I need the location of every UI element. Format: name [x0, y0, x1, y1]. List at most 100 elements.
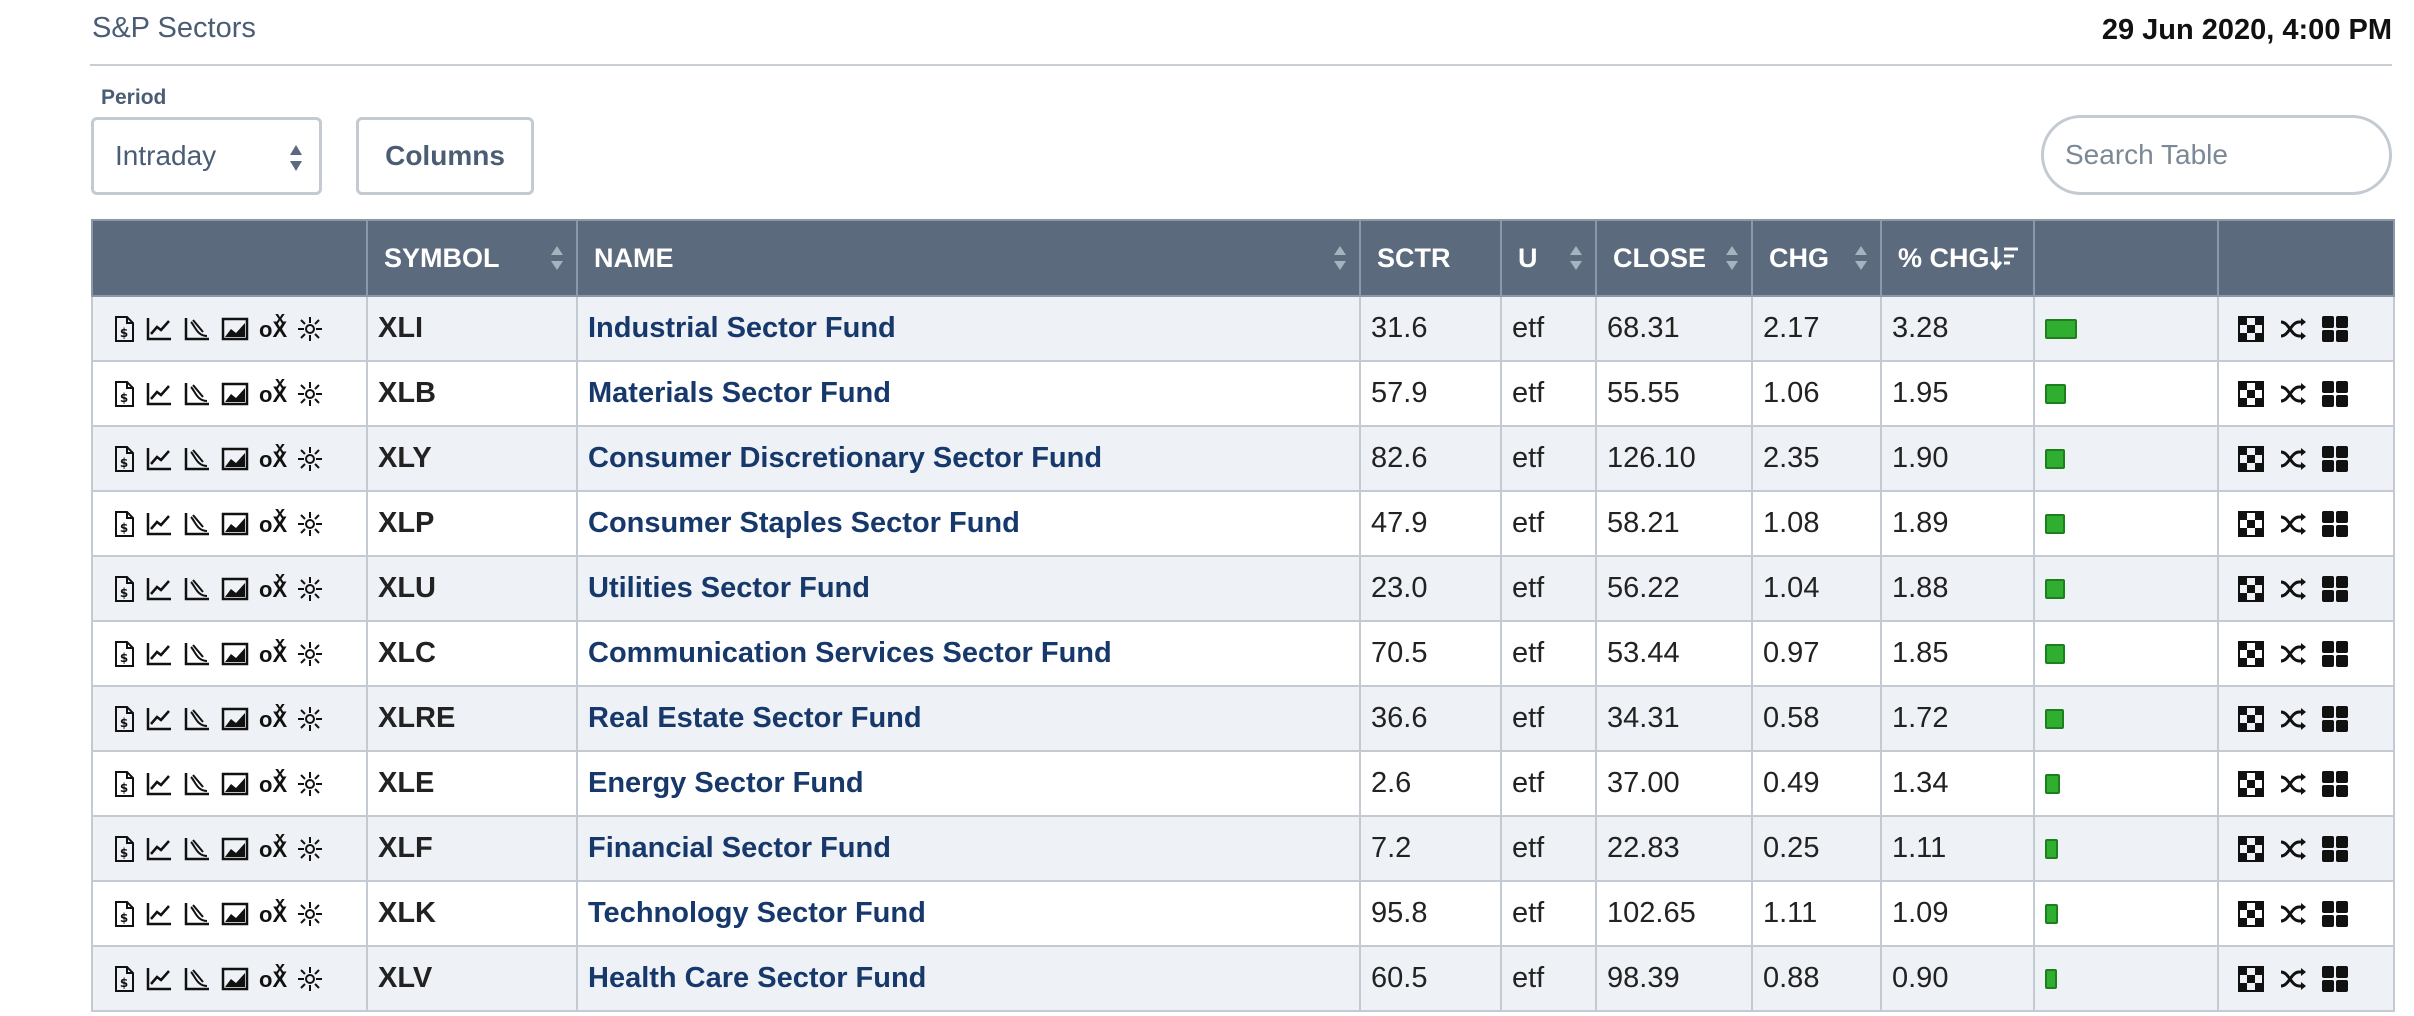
- seasonality-icon[interactable]: [297, 966, 323, 992]
- dollar-document-icon[interactable]: $: [113, 835, 135, 863]
- table-row[interactable]: $ oX x XLI Industrial Sector Fund 31.6 etf 68.3…: [91, 295, 2395, 362]
- line-chart-icon[interactable]: [145, 966, 173, 992]
- dollar-document-icon[interactable]: $: [113, 965, 135, 993]
- dollar-document-icon[interactable]: $: [113, 445, 135, 473]
- point-and-figure-icon[interactable]: oX x: [259, 503, 288, 537]
- candlestick-chart-icon[interactable]: [183, 576, 211, 602]
- grid-icon[interactable]: [2321, 510, 2349, 538]
- line-chart-icon[interactable]: [145, 771, 173, 797]
- line-chart-icon[interactable]: [145, 511, 173, 537]
- checkered-chart-icon[interactable]: [2237, 900, 2265, 928]
- candlestick-chart-icon[interactable]: [183, 966, 211, 992]
- columns-button[interactable]: Columns: [356, 117, 534, 195]
- grid-icon[interactable]: [2321, 900, 2349, 928]
- checkered-chart-icon[interactable]: [2237, 640, 2265, 668]
- table-row[interactable]: $ oX x XLRE Real Estate Sector Fund 36.6 etf 34…: [91, 685, 2395, 752]
- shuffle-icon[interactable]: [2279, 900, 2307, 928]
- point-and-figure-icon[interactable]: oX x: [259, 893, 288, 927]
- fund-name-link[interactable]: Consumer Discretionary Sector Fund: [588, 442, 1103, 474]
- checkered-chart-icon[interactable]: [2237, 770, 2265, 798]
- point-and-figure-icon[interactable]: oX x: [259, 373, 288, 407]
- shuffle-icon[interactable]: [2279, 965, 2307, 993]
- fund-name-link[interactable]: Health Care Sector Fund: [588, 962, 927, 994]
- header-chg[interactable]: CHG: [1751, 219, 1882, 297]
- candlestick-chart-icon[interactable]: [183, 381, 211, 407]
- candlestick-chart-icon[interactable]: [183, 316, 211, 342]
- fund-name-link[interactable]: Financial Sector Fund: [588, 832, 891, 864]
- dollar-document-icon[interactable]: $: [113, 705, 135, 733]
- area-chart-icon[interactable]: [221, 511, 249, 537]
- table-row[interactable]: $ oX x XLE Energy Sector Fund 2.6 etf 37.00 0.49…: [91, 750, 2395, 817]
- dollar-document-icon[interactable]: $: [113, 770, 135, 798]
- seasonality-icon[interactable]: [297, 446, 323, 472]
- candlestick-chart-icon[interactable]: [183, 771, 211, 797]
- seasonality-icon[interactable]: [297, 771, 323, 797]
- grid-icon[interactable]: [2321, 445, 2349, 473]
- area-chart-icon[interactable]: [221, 641, 249, 667]
- header-sctr[interactable]: SCTR: [1359, 219, 1502, 297]
- line-chart-icon[interactable]: [145, 446, 173, 472]
- table-row[interactable]: $ oX x XLY Consumer Discretionary Sector Fun…: [91, 425, 2395, 492]
- candlestick-chart-icon[interactable]: [183, 446, 211, 472]
- shuffle-icon[interactable]: [2279, 705, 2307, 733]
- dollar-document-icon[interactable]: $: [113, 315, 135, 343]
- area-chart-icon[interactable]: [221, 966, 249, 992]
- point-and-figure-icon[interactable]: oX x: [259, 828, 288, 862]
- grid-icon[interactable]: [2321, 835, 2349, 863]
- point-and-figure-icon[interactable]: oX x: [259, 763, 288, 797]
- area-chart-icon[interactable]: [221, 446, 249, 472]
- grid-icon[interactable]: [2321, 575, 2349, 603]
- grid-icon[interactable]: [2321, 705, 2349, 733]
- line-chart-icon[interactable]: [145, 641, 173, 667]
- fund-name-link[interactable]: Materials Sector Fund: [588, 377, 891, 409]
- seasonality-icon[interactable]: [297, 511, 323, 537]
- fund-name-link[interactable]: Consumer Staples Sector Fund: [588, 507, 1020, 539]
- seasonality-icon[interactable]: [297, 641, 323, 667]
- point-and-figure-icon[interactable]: oX x: [259, 698, 288, 732]
- checkered-chart-icon[interactable]: [2237, 965, 2265, 993]
- area-chart-icon[interactable]: [221, 706, 249, 732]
- seasonality-icon[interactable]: [297, 706, 323, 732]
- area-chart-icon[interactable]: [221, 901, 249, 927]
- checkered-chart-icon[interactable]: [2237, 445, 2265, 473]
- fund-name-link[interactable]: Energy Sector Fund: [588, 767, 864, 799]
- line-chart-icon[interactable]: [145, 901, 173, 927]
- candlestick-chart-icon[interactable]: [183, 836, 211, 862]
- table-row[interactable]: $ oX x XLF Financial Sector Fund 7.2 etf 22.83 0…: [91, 815, 2395, 882]
- line-chart-icon[interactable]: [145, 836, 173, 862]
- area-chart-icon[interactable]: [221, 316, 249, 342]
- dollar-document-icon[interactable]: $: [113, 575, 135, 603]
- point-and-figure-icon[interactable]: oX x: [259, 438, 288, 472]
- dollar-document-icon[interactable]: $: [113, 380, 135, 408]
- dollar-document-icon[interactable]: $: [113, 640, 135, 668]
- point-and-figure-icon[interactable]: oX x: [259, 308, 288, 342]
- header-u[interactable]: U: [1500, 219, 1597, 297]
- dollar-document-icon[interactable]: $: [113, 900, 135, 928]
- area-chart-icon[interactable]: [221, 771, 249, 797]
- table-row[interactable]: $ oX x XLU Utilities Sector Fund 23.0 etf 56.22…: [91, 555, 2395, 622]
- checkered-chart-icon[interactable]: [2237, 380, 2265, 408]
- candlestick-chart-icon[interactable]: [183, 706, 211, 732]
- grid-icon[interactable]: [2321, 965, 2349, 993]
- checkered-chart-icon[interactable]: [2237, 575, 2265, 603]
- fund-name-link[interactable]: Real Estate Sector Fund: [588, 702, 922, 734]
- line-chart-icon[interactable]: [145, 381, 173, 407]
- grid-icon[interactable]: [2321, 640, 2349, 668]
- table-row[interactable]: $ oX x XLK Technology Sector Fund 95.8 etf 102.…: [91, 880, 2395, 947]
- header-close[interactable]: CLOSE: [1595, 219, 1753, 297]
- candlestick-chart-icon[interactable]: [183, 511, 211, 537]
- line-chart-icon[interactable]: [145, 706, 173, 732]
- area-chart-icon[interactable]: [221, 576, 249, 602]
- fund-name-link[interactable]: Communication Services Sector Fund: [588, 637, 1112, 669]
- shuffle-icon[interactable]: [2279, 380, 2307, 408]
- shuffle-icon[interactable]: [2279, 575, 2307, 603]
- search-input[interactable]: [2041, 115, 2392, 195]
- shuffle-icon[interactable]: [2279, 445, 2307, 473]
- shuffle-icon[interactable]: [2279, 835, 2307, 863]
- checkered-chart-icon[interactable]: [2237, 510, 2265, 538]
- area-chart-icon[interactable]: [221, 836, 249, 862]
- grid-icon[interactable]: [2321, 770, 2349, 798]
- checkered-chart-icon[interactable]: [2237, 315, 2265, 343]
- table-row[interactable]: $ oX x XLP Consumer Staples Sector Fund 47.9 e…: [91, 490, 2395, 557]
- seasonality-icon[interactable]: [297, 381, 323, 407]
